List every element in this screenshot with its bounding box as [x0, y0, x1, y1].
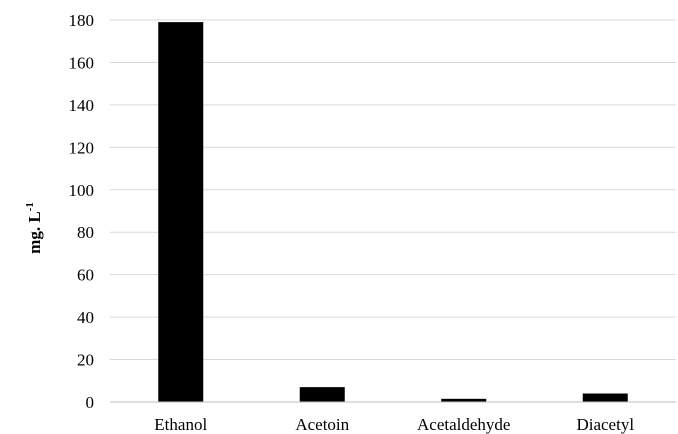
bar-diacetyl [582, 393, 628, 402]
x-tick-label: Acetaldehyde [417, 415, 510, 434]
y-tick-label: 120 [69, 138, 95, 157]
gridlines [110, 19, 676, 361]
bar-acetaldehyde [441, 398, 487, 402]
y-tick-label: 160 [69, 53, 95, 72]
y-tick-label: 80 [77, 223, 94, 242]
x-tick-label: Diacetyl [576, 415, 634, 434]
y-tick-label: 0 [86, 393, 95, 412]
x-tick-label: Acetoin [295, 415, 349, 434]
y-tick-label: 20 [77, 351, 94, 370]
y-tick-label: 60 [77, 266, 94, 285]
y-axis-label-superscript: -1 [24, 202, 36, 211]
bar-acetoin [299, 387, 345, 402]
y-axis-ticks: 0 20 40 60 80 100 120 140 160 180 [69, 11, 95, 412]
y-tick-label: 40 [77, 308, 94, 327]
bars [158, 22, 628, 402]
bar-ethanol [158, 22, 204, 402]
y-axis-label-text: mg. L [25, 211, 44, 254]
y-tick-label: 100 [69, 181, 95, 200]
y-axis-label: mg. L-1 [24, 202, 44, 254]
x-tick-label: Ethanol [154, 415, 207, 434]
y-tick-label: 180 [69, 11, 95, 30]
x-axis-categories: Ethanol Acetoin Acetaldehyde Diacetyl [154, 415, 634, 434]
y-tick-label: 140 [69, 96, 95, 115]
